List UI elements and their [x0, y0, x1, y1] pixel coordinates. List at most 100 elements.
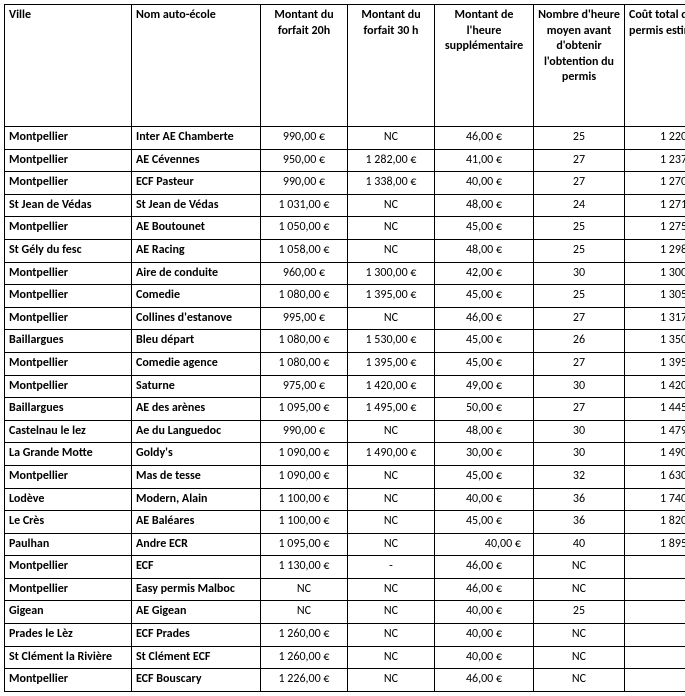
col-header-5: Nombre d'heure moyen avant d'obtenir l'o… — [534, 5, 625, 127]
cell-total: 1 820,00 € — [625, 511, 685, 534]
cell-f30: NC — [348, 307, 435, 330]
cell-nb: NC — [534, 578, 625, 601]
cell-total: NC — [625, 556, 685, 579]
cell-f30: NC — [348, 465, 435, 488]
cell-ecole: AE Gigean — [132, 601, 261, 624]
cell-f20: 1 050,00 € — [261, 217, 348, 240]
cell-f30: NC — [348, 420, 435, 443]
cell-f30: NC — [348, 578, 435, 601]
table-row: MontpellierECF Pasteur990,00 €1 338,00 €… — [5, 172, 685, 195]
table-row: BaillarguesAE des arènes1 095,00 €1 495,… — [5, 398, 685, 421]
table-row: Prades le LèzECF Prades1 260,00 €NC40,00… — [5, 624, 685, 647]
cell-f20: 1 260,00 € — [261, 624, 348, 647]
cell-ecole: ECF Pasteur — [132, 172, 261, 195]
cell-nb: 25 — [534, 127, 625, 150]
table-row: PaulhanAndre ECR1 095,00 €NC40,00 €401 8… — [5, 533, 685, 556]
cell-ecole: AE Racing — [132, 239, 261, 262]
cell-supp: 46,00 € — [435, 127, 534, 150]
table-row: MontpellierEasy permis MalbocNCNC46,00 €… — [5, 578, 685, 601]
cell-ecole: Bleu départ — [132, 330, 261, 353]
cell-total: 1 300,00 € — [625, 262, 685, 285]
cell-ecole: St Jean de Védas — [132, 194, 261, 217]
cell-total: 1 220,00 € — [625, 127, 685, 150]
cell-f30: NC — [348, 194, 435, 217]
col-header-1: Nom auto-école — [132, 5, 261, 127]
cell-f20: 1 095,00 € — [261, 533, 348, 556]
cell-supp: 46,00 € — [435, 307, 534, 330]
cell-nb: 26 — [534, 330, 625, 353]
cell-f30: NC — [348, 533, 435, 556]
cell-nb: 25 — [534, 285, 625, 308]
table-row: St Gély du fescAE Racing1 058,00 €NC48,0… — [5, 239, 685, 262]
cell-f20: 1 100,00 € — [261, 511, 348, 534]
cell-supp: 45,00 € — [435, 352, 534, 375]
cell-supp: 40,00 € — [435, 488, 534, 511]
cell-ville: Montpellier — [5, 127, 132, 150]
cell-ecole: ECF Bouscary — [132, 669, 261, 692]
cell-f30: 1 338,00 € — [348, 172, 435, 195]
cell-f30: NC — [348, 239, 435, 262]
cell-ville: Montpellier — [5, 465, 132, 488]
table-header: VilleNom auto-écoleMontant du forfait 20… — [5, 5, 685, 127]
cell-nb: 30 — [534, 420, 625, 443]
cell-supp: 40,00 € — [435, 624, 534, 647]
table-row: MontpellierAE Boutounet1 050,00 €NC45,00… — [5, 217, 685, 240]
table-row: MontpellierComedie agence1 080,00 €1 395… — [5, 352, 685, 375]
col-header-3: Montant du forfait 30 h — [348, 5, 435, 127]
cell-total: 1 895,00 € — [625, 533, 685, 556]
cell-ville: Montpellier — [5, 578, 132, 601]
col-header-4: Montant de l'heure supplémentaire — [435, 5, 534, 127]
cell-total: NC — [625, 669, 685, 692]
cell-f20: 1 226,00 € — [261, 669, 348, 692]
col-header-2: Montant du forfait 20h — [261, 5, 348, 127]
cell-f30: 1 282,00 € — [348, 149, 435, 172]
cell-ville: Le Crès — [5, 511, 132, 534]
cell-nb: 24 — [534, 194, 625, 217]
cell-supp: 42,00 € — [435, 262, 534, 285]
cell-nb: 36 — [534, 488, 625, 511]
cell-ville: St Clément la Rivière — [5, 646, 132, 669]
cell-supp: 48,00 € — [435, 239, 534, 262]
cell-ville: Prades le Lèz — [5, 624, 132, 647]
cell-nb: 27 — [534, 352, 625, 375]
cell-f20: 1 080,00 € — [261, 352, 348, 375]
cell-total: 1 271,00 € — [625, 194, 685, 217]
table-row: MontpellierSaturne975,00 €1 420,00 €49,0… — [5, 375, 685, 398]
cell-f30: NC — [348, 127, 435, 150]
cell-nb: NC — [534, 556, 625, 579]
table-body: MontpellierInter AE Chamberte990,00 €NC4… — [5, 127, 685, 692]
cell-nb: 27 — [534, 149, 625, 172]
cell-f20: 1 031,00 € — [261, 194, 348, 217]
cell-nb: 27 — [534, 307, 625, 330]
cell-total: 1 740,00 € — [625, 488, 685, 511]
cell-ville: Baillargues — [5, 330, 132, 353]
table-row: Le CrèsAE Baléares1 100,00 €NC45,00 €361… — [5, 511, 685, 534]
cell-nb: 25 — [534, 601, 625, 624]
cell-ville: Castelnau le lez — [5, 420, 132, 443]
cell-ecole: Comedie — [132, 285, 261, 308]
cell-f20: 990,00 € — [261, 420, 348, 443]
cell-ville: La Grande Motte — [5, 443, 132, 466]
cell-supp: 50,00 € — [435, 398, 534, 421]
cell-total: NC — [625, 646, 685, 669]
pricing-table: VilleNom auto-écoleMontant du forfait 20… — [4, 4, 685, 692]
table-row: MontpellierAE Cévennes950,00 €1 282,00 €… — [5, 149, 685, 172]
cell-f30: 1 395,00 € — [348, 352, 435, 375]
cell-supp: 45,00 € — [435, 285, 534, 308]
cell-supp: 46,00 € — [435, 556, 534, 579]
cell-total: 1 479,00 € — [625, 420, 685, 443]
cell-ville: Lodève — [5, 488, 132, 511]
cell-ville: Gigean — [5, 601, 132, 624]
cell-ville: Montpellier — [5, 262, 132, 285]
cell-ecole: Easy permis Malboc — [132, 578, 261, 601]
cell-nb: 36 — [534, 511, 625, 534]
cell-ville: Paulhan — [5, 533, 132, 556]
table-row: LodèveModern, Alain1 100,00 €NC40,00 €36… — [5, 488, 685, 511]
cell-f30: NC — [348, 601, 435, 624]
cell-f20: 1 080,00 € — [261, 330, 348, 353]
cell-ecole: Saturne — [132, 375, 261, 398]
cell-supp: 48,00 € — [435, 420, 534, 443]
table-row: MontpellierCollines d'estanove995,00 €NC… — [5, 307, 685, 330]
cell-ecole: Andre ECR — [132, 533, 261, 556]
cell-total: 1 317,00 € — [625, 307, 685, 330]
